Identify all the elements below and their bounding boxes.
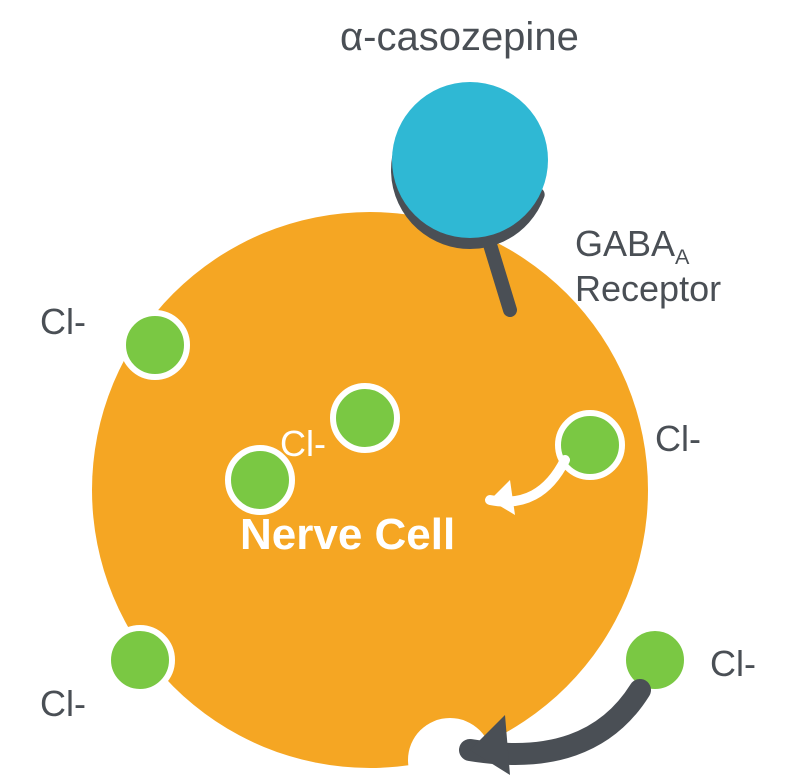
chloride-label: Cl- <box>280 424 326 464</box>
chloride-label: Cl- <box>710 644 756 684</box>
chloride-ion <box>558 413 622 477</box>
receptor-label-line2: Receptor <box>575 268 721 309</box>
nerve-cell-diagram <box>0 0 800 784</box>
cell-label: Nerve Cell <box>240 511 455 559</box>
chloride-ion <box>123 313 187 377</box>
receptor-label-line1: GABA <box>575 223 675 264</box>
chloride-ion <box>333 386 397 450</box>
chloride-label: Cl- <box>40 684 86 724</box>
chloride-label: Cl- <box>40 302 86 342</box>
receptor-label: GABAAReceptor <box>575 224 721 309</box>
ligand-label: α-casozepine <box>340 15 579 59</box>
receptor-label-sub: A <box>675 244 689 269</box>
chloride-ion <box>108 628 172 692</box>
chloride-label: Cl- <box>655 419 701 459</box>
